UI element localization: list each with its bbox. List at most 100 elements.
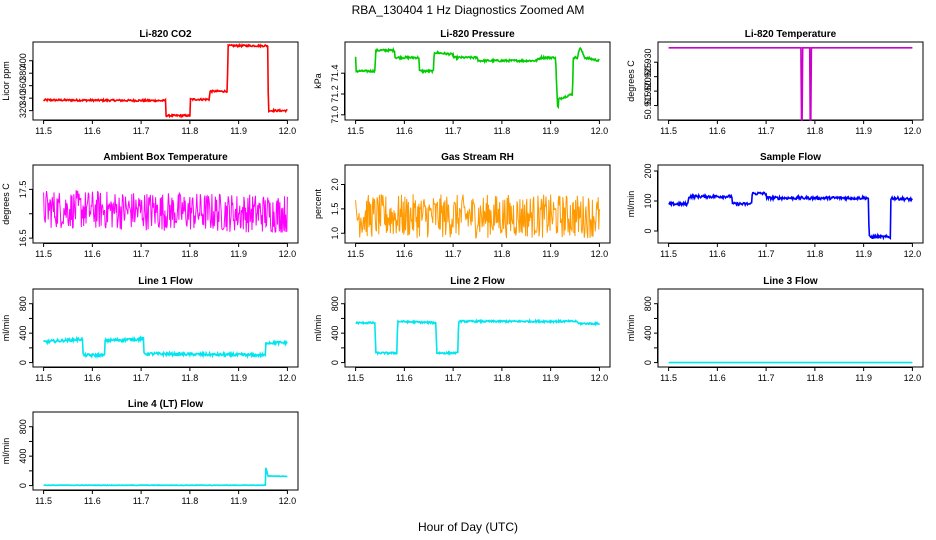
x-tick-label: 11.8 <box>181 496 198 506</box>
panel-1: Li-820 CO2 11.5 11.6 11.7 11.8 11.9 12.0 320340… <box>1 29 299 136</box>
x-tick-label: 11.6 <box>396 126 413 136</box>
panels: Li-820 CO2 11.5 11.6 11.7 11.8 11.9 12.0 320340… <box>1 29 924 506</box>
y-tick-label: 800 <box>330 296 340 311</box>
x-tick-label: 12.0 <box>904 249 922 259</box>
figure-x-axis-label: Hour of Day (UTC) <box>418 520 518 534</box>
x-tick-label: 11.5 <box>35 496 52 506</box>
panel-title: Ambient Box Temperature <box>103 152 228 163</box>
x-tick-label: 11.7 <box>133 373 150 383</box>
x-tick-label: 11.9 <box>542 126 559 136</box>
x-tick-label: 12.0 <box>591 249 609 259</box>
series-line <box>355 318 601 356</box>
y-axis-label: ml/min <box>1 438 11 465</box>
x-tick-label: 11.8 <box>806 373 823 383</box>
series-line <box>668 46 913 121</box>
y-axis-label: ml/min <box>626 191 636 218</box>
x-tick-label: 11.6 <box>709 126 726 136</box>
x-tick-label: 11.9 <box>542 373 559 383</box>
panel-2: Li-820 Pressure 11.5 11.6 11.7 11.8 11.9 12.0 7… <box>313 29 611 136</box>
y-tick-label: 400 <box>18 53 28 68</box>
y-tick-label: 71.0 <box>330 106 340 124</box>
x-tick-label: 12.0 <box>591 126 609 136</box>
x-tick-label: 11.6 <box>84 126 101 136</box>
plot-frame <box>32 411 299 491</box>
y-tick-label: 71.4 <box>330 64 340 82</box>
x-tick-label: 12.0 <box>904 373 922 383</box>
series-line <box>43 467 288 487</box>
y-tick-label: 2.0 <box>330 178 340 191</box>
panel-title: Line 4 (LT) Flow <box>128 399 204 410</box>
x-tick-label: 11.5 <box>35 373 52 383</box>
x-tick-label: 11.5 <box>347 373 364 383</box>
plot-frame <box>657 288 924 368</box>
x-tick-label: 11.8 <box>493 373 510 383</box>
y-tick-label: 340 <box>18 91 28 106</box>
x-tick-label: 11.6 <box>709 249 726 259</box>
panel-9: Line 3 Flow 11.5 11.6 11.7 11.8 11.9 12.0 0 400 8… <box>626 276 924 383</box>
x-tick-label: 11.5 <box>660 126 677 136</box>
y-axis-label: Licor ppm <box>1 61 11 101</box>
panel-title: Line 3 Flow <box>763 276 818 287</box>
y-tick-label: 0 <box>643 228 653 233</box>
panel-title: Line 1 Flow <box>138 276 193 287</box>
x-tick-label: 11.9 <box>230 249 247 259</box>
panel-10: Line 4 (LT) Flow 11.5 11.6 11.7 11.8 11.9 12.0… <box>1 399 299 506</box>
x-tick-label: 11.9 <box>855 373 872 383</box>
x-tick-label: 11.9 <box>542 249 559 259</box>
plot-frame <box>344 288 611 368</box>
x-tick-label: 11.8 <box>493 249 510 259</box>
x-tick-label: 11.7 <box>758 126 775 136</box>
series-line <box>42 335 288 360</box>
x-tick-label: 11.8 <box>493 126 510 136</box>
y-tick-label: 0 <box>643 360 653 365</box>
panel-4: Ambient Box Temperature 11.5 11.6 11.7 11.8 1… <box>1 152 299 259</box>
y-tick-label: 100 <box>643 193 653 208</box>
y-axis-label: ml/min <box>1 315 11 342</box>
x-tick-label: 11.7 <box>445 126 462 136</box>
y-tick-label: 320 <box>18 103 28 118</box>
panel-7: Line 1 Flow 11.5 11.6 11.7 11.8 11.9 12.0 0 400 8… <box>1 276 299 383</box>
series-line <box>355 194 600 240</box>
x-tick-label: 11.5 <box>347 126 364 136</box>
y-tick-label: 400 <box>18 449 28 464</box>
series-line <box>668 191 913 241</box>
y-tick-label: 400 <box>18 326 28 341</box>
x-tick-label: 11.8 <box>181 373 198 383</box>
y-tick-label: 0 <box>18 483 28 488</box>
y-tick-label: 360 <box>18 78 28 93</box>
x-tick-label: 12.0 <box>279 373 297 383</box>
panel-title: Sample Flow <box>760 152 821 163</box>
x-tick-label: 11.9 <box>855 249 872 259</box>
x-tick-label: 11.8 <box>806 249 823 259</box>
panel-title: Li-820 CO2 <box>139 29 192 40</box>
y-tick-label: 1.0 <box>330 227 340 240</box>
y-tick-label: 71.2 <box>330 85 340 103</box>
x-tick-label: 11.5 <box>660 249 677 259</box>
x-tick-label: 11.6 <box>396 373 413 383</box>
y-tick-label: 17.5 <box>18 181 28 199</box>
y-tick-label: 400 <box>330 326 340 341</box>
y-tick-label: 800 <box>643 296 653 311</box>
x-tick-label: 11.6 <box>709 373 726 383</box>
y-axis-label: ml/min <box>313 315 323 342</box>
y-tick-label: 400 <box>643 326 653 341</box>
x-tick-label: 11.8 <box>181 126 198 136</box>
x-tick-label: 11.7 <box>758 373 775 383</box>
x-tick-label: 11.6 <box>84 496 101 506</box>
x-tick-label: 11.7 <box>133 496 150 506</box>
x-tick-label: 11.7 <box>445 373 462 383</box>
series-line <box>42 42 288 119</box>
panel-title: Li-820 Temperature <box>745 29 837 40</box>
x-tick-label: 11.6 <box>84 249 101 259</box>
panel-title: Li-820 Pressure <box>440 29 515 40</box>
panel-title: Gas Stream RH <box>441 152 514 163</box>
x-tick-label: 11.6 <box>84 373 101 383</box>
series-line <box>43 190 288 234</box>
plot-frame <box>344 41 611 121</box>
panel-8: Line 2 Flow 11.5 11.6 11.7 11.8 11.9 12.0 0 400 8… <box>313 276 611 383</box>
y-tick-label: 16.5 <box>18 229 28 247</box>
y-tick-label: 50.920 <box>643 77 653 105</box>
figure-title: RBA_130404 1 Hz Diagnostics Zoomed AM <box>352 3 585 17</box>
x-tick-label: 11.9 <box>855 126 872 136</box>
y-tick-label: 800 <box>18 296 28 311</box>
